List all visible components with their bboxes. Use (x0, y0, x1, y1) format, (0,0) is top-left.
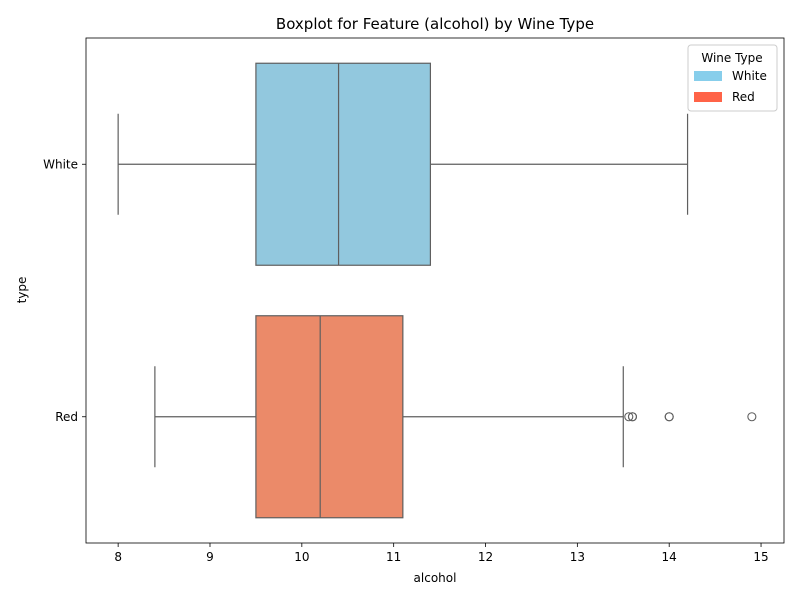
x-tick-label: 13 (570, 550, 585, 564)
x-tick-label: 10 (294, 550, 309, 564)
boxes-layer (117, 62, 757, 519)
x-tick-label: 9 (206, 550, 214, 564)
outlier-point (627, 412, 638, 422)
legend: Wine Type White Red (687, 44, 778, 112)
x-tick-label: 11 (386, 550, 401, 564)
legend-swatch-red (694, 92, 722, 102)
legend-entries: White Red (694, 69, 767, 104)
x-axis-label: alcohol (414, 571, 457, 585)
x-tick-label: 15 (753, 550, 768, 564)
box-group-white (117, 62, 689, 266)
x-axis-ticks: 8 9 10 11 12 13 14 15 (114, 543, 769, 564)
outlier-point (624, 412, 634, 422)
legend-title: Wine Type (701, 51, 762, 65)
box-group-red (154, 315, 757, 519)
y-axis-ticks: White Red (43, 157, 86, 424)
y-tick-label: White (43, 157, 78, 171)
x-tick-label: 12 (478, 550, 493, 564)
y-tick-label: Red (55, 410, 78, 424)
outlier-point (664, 412, 674, 422)
legend-label-red: Red (732, 90, 755, 104)
legend-swatch-white (694, 71, 722, 81)
box-iqr (255, 315, 404, 519)
x-tick-label: 14 (662, 550, 677, 564)
box-iqr (255, 62, 432, 266)
chart-title: Boxplot for Feature (alcohol) by Wine Ty… (276, 15, 594, 33)
outlier-point (747, 412, 757, 422)
plot-frame (85, 37, 785, 544)
x-tick-label: 8 (114, 550, 122, 564)
y-axis-label: type (15, 277, 29, 304)
legend-label-white: White (732, 69, 767, 83)
